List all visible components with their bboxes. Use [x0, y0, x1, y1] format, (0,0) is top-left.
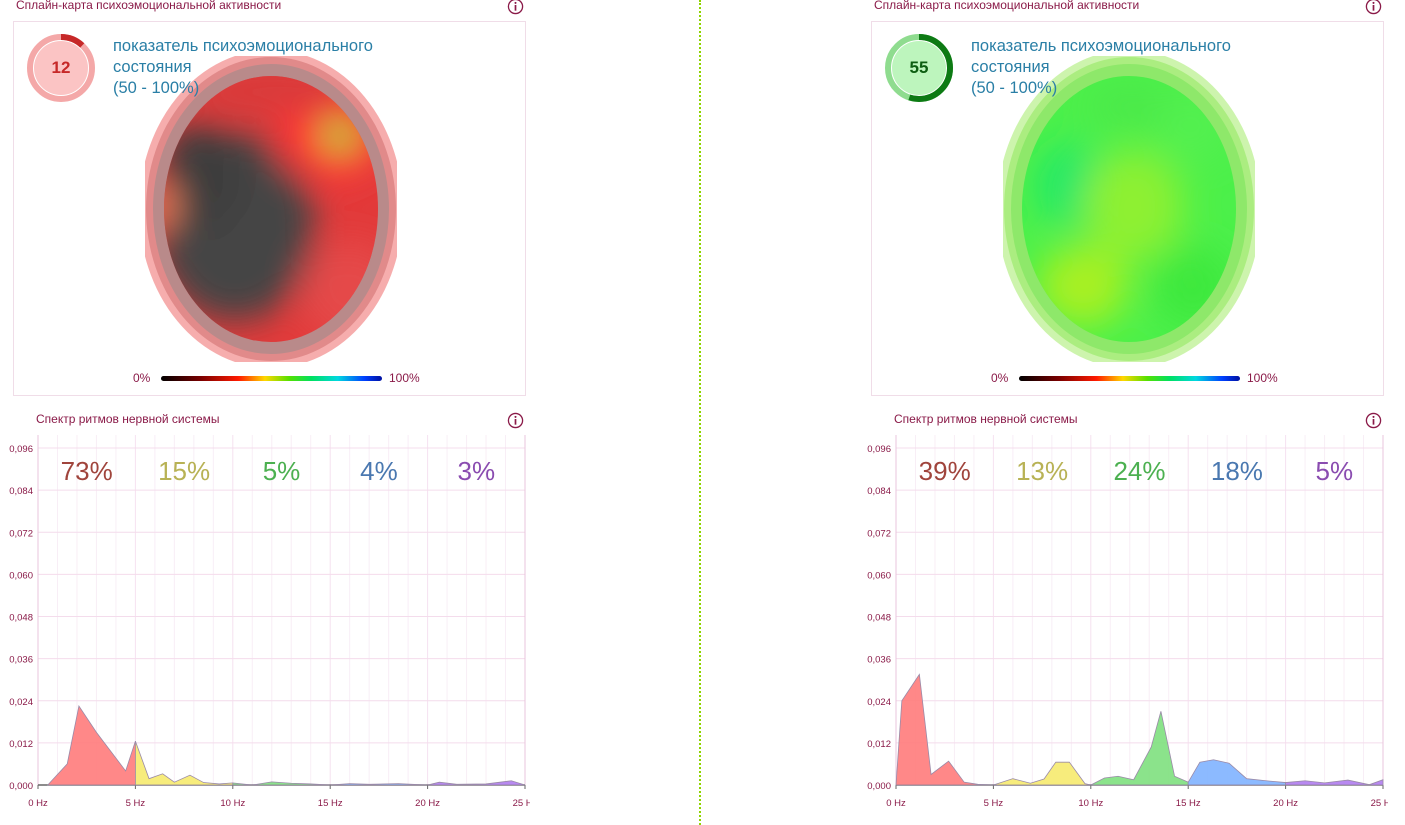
- map-title: Сплайн-карта психоэмоциональной активнос…: [874, 0, 1140, 12]
- spectrum-area-alpha: [1090, 711, 1189, 786]
- score-description: показатель психоэмоционального состояния…: [113, 36, 373, 99]
- legend-min-label: 0%: [991, 371, 1009, 385]
- spectrum-area-beta: [1187, 759, 1286, 786]
- x-tick-label: 15 Hz: [318, 798, 343, 809]
- y-tick-label: 0,048: [867, 613, 891, 624]
- y-tick-label: 0,096: [9, 444, 33, 455]
- y-tick-label: 0,072: [9, 528, 33, 539]
- spectrum-chart: 0,000 0,012 0,024 0,036 0,048 0,060 0,072 0,084…: [867, 435, 1388, 809]
- y-tick-label: 0,036: [9, 655, 33, 666]
- band-percent-label: 15%: [158, 456, 210, 486]
- band-percent-label: 5%: [1316, 456, 1354, 486]
- y-tick-label: 0,000: [867, 781, 891, 792]
- spline-map-box: 12 показатель психоэмоционального состоя…: [13, 21, 526, 396]
- legend-max-label: 100%: [1247, 371, 1278, 385]
- spectrum-title: Спектр ритмов нервной системы: [894, 412, 1078, 426]
- y-tick-label: 0,096: [867, 444, 891, 455]
- legend-color-scale: [161, 376, 382, 381]
- info-icon[interactable]: [1365, 412, 1382, 429]
- y-tick-label: 0,000: [9, 781, 33, 792]
- x-tick-label: 10 Hz: [220, 798, 245, 809]
- x-tick-label: 10 Hz: [1078, 798, 1103, 809]
- chart-grid: [37, 435, 526, 786]
- y-tick-label: 0,084: [867, 486, 891, 497]
- band-percent-label: 39%: [919, 456, 971, 486]
- spectrum-area-alpha: [232, 781, 331, 786]
- y-tick-label: 0,012: [867, 739, 891, 750]
- score-value: 55: [909, 58, 929, 77]
- info-icon[interactable]: [507, 412, 524, 429]
- spline-head-map: [1003, 56, 1255, 362]
- band-percent-label: 5%: [263, 456, 301, 486]
- x-tick-label: 0 Hz: [28, 798, 48, 809]
- panel-divider: [699, 0, 701, 825]
- score-range: (50 - 100%): [113, 79, 200, 97]
- legend-min-label: 0%: [133, 371, 151, 385]
- x-tick-label: 25 Hz: [513, 798, 530, 809]
- spectrum-title: Спектр ритмов нервной системы: [36, 412, 220, 426]
- score-ring: [27, 34, 95, 102]
- info-icon[interactable]: [1365, 0, 1382, 15]
- score-label-line1: показатель психоэмоционального: [971, 37, 1231, 55]
- spectrum-area-gamma: [427, 780, 526, 786]
- x-tick-label: 15 Hz: [1176, 798, 1201, 809]
- score-range: (50 - 100%): [971, 79, 1058, 97]
- chart-grid: [895, 435, 1384, 786]
- x-tick-label: 0 Hz: [886, 798, 906, 809]
- band-percent-label: 73%: [61, 456, 113, 486]
- y-tick-label: 0,084: [9, 486, 33, 497]
- y-tick-label: 0,024: [9, 697, 33, 708]
- score-label-line2: состояния: [971, 58, 1050, 76]
- band-percent-label: 13%: [1016, 456, 1068, 486]
- score-value: 12: [51, 58, 71, 77]
- band-percent-label: 18%: [1211, 456, 1263, 486]
- panel-left: Сплайн-карта психоэмоциональной активнос…: [0, 0, 530, 825]
- x-tick-label: 20 Hz: [1273, 798, 1298, 809]
- score-ring: [885, 34, 953, 102]
- y-tick-label: 0,060: [9, 570, 33, 581]
- spline-map-box: 55 показатель психоэмоционального состоя…: [871, 21, 1384, 396]
- spectrum-area-theta: [135, 740, 234, 786]
- spectrum-area-beta: [330, 783, 428, 786]
- spectrum-area-gamma: [1285, 779, 1384, 786]
- info-icon[interactable]: [507, 0, 524, 15]
- x-tick-label: 5 Hz: [126, 798, 146, 809]
- score-label-line1: показатель психоэмоционального: [113, 37, 373, 55]
- spline-head-map: [145, 56, 397, 362]
- band-percent-label: 4%: [360, 456, 398, 486]
- x-tick-label: 25 Hz: [1371, 798, 1388, 809]
- y-tick-label: 0,012: [9, 739, 33, 750]
- score-label-line2: состояния: [113, 58, 192, 76]
- legend-max-label: 100%: [389, 371, 420, 385]
- y-tick-label: 0,036: [867, 655, 891, 666]
- band-percent-label: 24%: [1113, 456, 1165, 486]
- x-tick-label: 5 Hz: [984, 798, 1004, 809]
- score-description: показатель психоэмоционального состояния…: [971, 36, 1231, 99]
- legend-color-scale: [1019, 376, 1240, 381]
- y-tick-label: 0,024: [867, 697, 891, 708]
- spectrum-area-delta: [46, 704, 136, 786]
- spectrum-chart: 0,000 0,012 0,024 0,036 0,048 0,060 0,072 0,084…: [9, 435, 530, 809]
- y-tick-label: 0,072: [867, 528, 891, 539]
- y-tick-label: 0,048: [9, 613, 33, 624]
- panel-right: Сплайн-карта психоэмоциональной активнос…: [858, 0, 1388, 825]
- y-tick-label: 0,060: [867, 570, 891, 581]
- x-tick-label: 20 Hz: [415, 798, 440, 809]
- map-title: Сплайн-карта психоэмоциональной активнос…: [16, 0, 282, 12]
- spectrum-area-delta: [895, 673, 994, 786]
- band-percent-label: 3%: [458, 456, 496, 486]
- spectrum-area-theta: [993, 761, 1091, 786]
